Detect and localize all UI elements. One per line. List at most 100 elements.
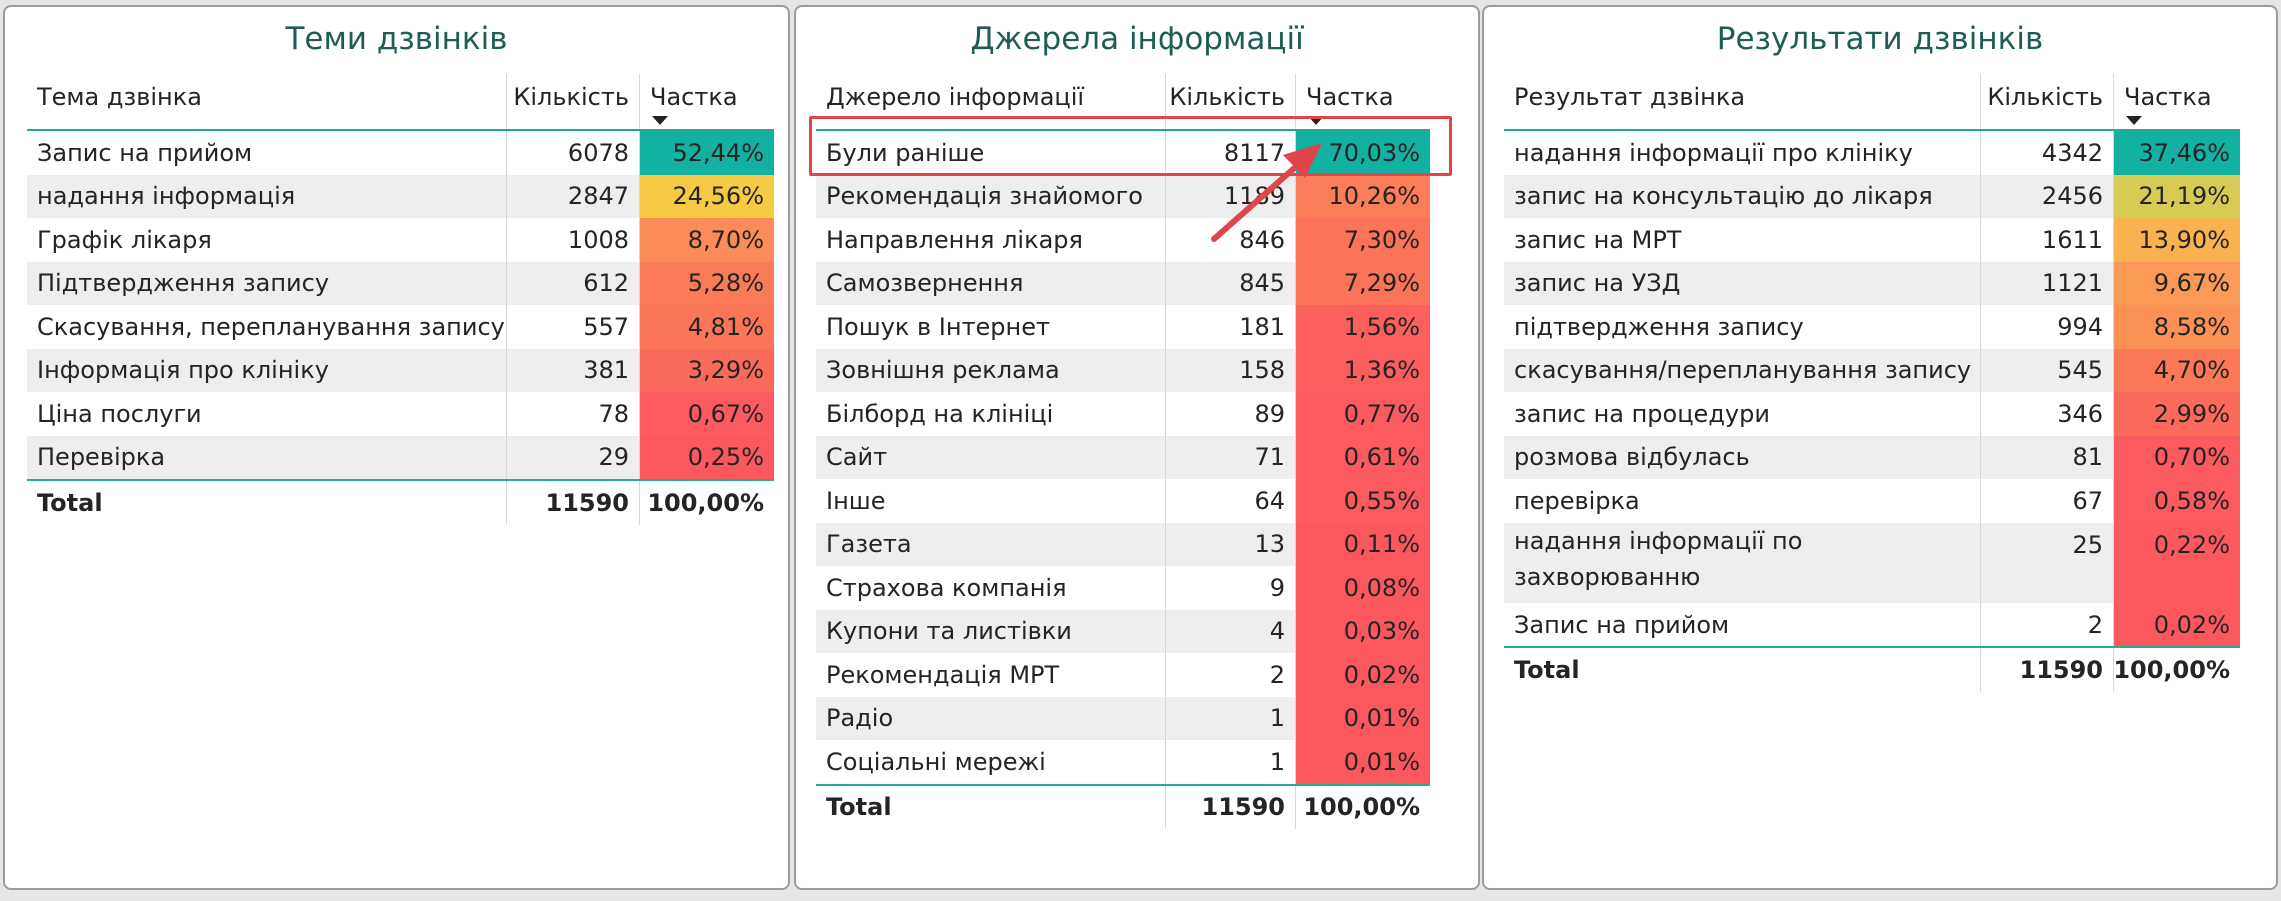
panel-info-sources: Джерела інформації Джерело інформації Кіл… xyxy=(794,5,1480,890)
table-row[interactable]: Інше 64 0,55% xyxy=(816,479,1430,523)
row-count: 845 xyxy=(1166,261,1296,305)
table-row[interactable]: Запис на прийом 6078 52,44% xyxy=(27,131,774,175)
total-share: 100,00% xyxy=(2114,656,2230,685)
table-row[interactable]: Графік лікаря 1008 8,70% xyxy=(27,218,774,262)
row-category: Радіо xyxy=(816,696,1166,740)
table-row[interactable]: Направлення лікаря 846 7,30% xyxy=(816,218,1430,262)
table-row[interactable]: перевірка 67 0,58% xyxy=(1504,479,2240,523)
column-header-share[interactable]: Частка xyxy=(2114,74,2240,129)
row-count: 8117 xyxy=(1166,131,1296,175)
table-row[interactable]: Сайт 71 0,61% xyxy=(816,435,1430,479)
row-count: 545 xyxy=(1981,348,2114,392)
table-row[interactable]: запис на МРТ 1611 13,90% xyxy=(1504,218,2240,262)
row-count: 2847 xyxy=(507,174,640,218)
row-share: 8,58% xyxy=(2114,305,2240,349)
row-share: 52,44% xyxy=(640,131,774,175)
column-header-category[interactable]: Тема дзвінка xyxy=(27,74,507,129)
table-row[interactable]: підтвердження запису 994 8,58% xyxy=(1504,305,2240,349)
row-category: запис на процедури xyxy=(1504,392,1981,436)
row-category: Запис на прийом xyxy=(1504,602,1981,647)
row-category: Скасування, перепланування запису xyxy=(27,305,507,349)
table-row[interactable]: Перевірка 29 0,25% xyxy=(27,435,774,479)
row-share: 4,81% xyxy=(640,305,774,349)
row-count: 2 xyxy=(1166,653,1296,697)
table-row[interactable]: надання інформації про клініку 4342 37,46% xyxy=(1504,131,2240,175)
table-body: надання інформації про клініку 4342 37,46%… xyxy=(1504,131,2240,649)
table-row[interactable]: Ціна послуги 78 0,67% xyxy=(27,392,774,436)
column-header-label: Тема дзвінка xyxy=(37,83,202,111)
column-header-count[interactable]: Кількість xyxy=(507,74,640,129)
row-category: Запис на прийом xyxy=(27,131,507,175)
sort-descending-icon[interactable] xyxy=(652,116,668,125)
row-share: 0,77% xyxy=(1296,392,1430,436)
row-category: Рекомендація МРТ xyxy=(816,653,1166,697)
row-count: 1611 xyxy=(1981,218,2114,262)
row-share: 5,28% xyxy=(640,261,774,305)
row-category: надання інформація xyxy=(27,174,507,218)
column-header-share[interactable]: Частка xyxy=(1296,74,1430,129)
table-row[interactable]: Пошук в Інтернет 181 1,56% xyxy=(816,305,1430,349)
table-row[interactable]: Соціальні мережі 1 0,01% xyxy=(816,740,1430,784)
row-share: 0,08% xyxy=(1296,566,1430,610)
table-row[interactable]: Були раніше 8117 70,03% xyxy=(816,131,1430,175)
total-row: Total 11590 100,00% xyxy=(1504,648,2240,692)
row-count: 67 xyxy=(1981,479,2114,523)
row-share: 0,67% xyxy=(640,392,774,436)
row-count: 13 xyxy=(1166,522,1296,566)
row-share: 3,29% xyxy=(640,348,774,392)
table-row[interactable]: Страхова компанія 9 0,08% xyxy=(816,566,1430,610)
row-count: 89 xyxy=(1166,392,1296,436)
table-row[interactable]: Рекомендація знайомого 1189 10,26% xyxy=(816,174,1430,218)
row-share: 0,03% xyxy=(1296,609,1430,653)
row-count: 557 xyxy=(507,305,640,349)
row-category: Інше xyxy=(816,479,1166,523)
total-count: 11590 xyxy=(507,481,640,525)
row-share: 37,46% xyxy=(2114,131,2240,175)
table-row[interactable]: запис на консультацію до лікаря 2456 21,19… xyxy=(1504,174,2240,218)
total-label: Total xyxy=(27,481,507,525)
table-row[interactable]: Радіо 1 0,01% xyxy=(816,696,1430,740)
row-category: Соціальні мережі xyxy=(816,740,1166,784)
table-row[interactable]: Рекомендація МРТ 2 0,02% xyxy=(816,653,1430,697)
table-row[interactable]: Зовнішня реклама 158 1,36% xyxy=(816,348,1430,392)
row-category: перевірка xyxy=(1504,479,1981,523)
row-count: 71 xyxy=(1166,435,1296,479)
table-row[interactable]: розмова відбулась 81 0,70% xyxy=(1504,435,2240,479)
table-call-results: Результат дзвінка Кількість Частка надання … xyxy=(1504,74,2240,692)
column-header-category[interactable]: Результат дзвінка xyxy=(1504,74,1981,129)
row-category: Були раніше xyxy=(816,131,1166,175)
table-row[interactable]: Самозвернення 845 7,29% xyxy=(816,261,1430,305)
table-row[interactable]: надання інформація 2847 24,56% xyxy=(27,174,774,218)
row-category: Підтвердження запису xyxy=(27,261,507,305)
row-category: Перевірка xyxy=(27,435,507,479)
row-share: 10,26% xyxy=(1296,174,1430,218)
row-category: Страхова компанія xyxy=(816,566,1166,610)
row-count: 6078 xyxy=(507,131,640,175)
table-row[interactable]: Скасування, перепланування запису 557 4,81… xyxy=(27,305,774,349)
row-category: Купони та листівки xyxy=(816,609,1166,653)
table-header: Результат дзвінка Кількість Частка xyxy=(1504,74,2240,131)
table-row[interactable]: скасування/перепланування запису 545 4,70% xyxy=(1504,348,2240,392)
table-row[interactable]: запис на УЗД 1121 9,67% xyxy=(1504,261,2240,305)
column-header-share[interactable]: Частка xyxy=(640,74,774,129)
row-count: 181 xyxy=(1166,305,1296,349)
row-category: Самозвернення xyxy=(816,261,1166,305)
table-row[interactable]: Білборд на клініці 89 0,77% xyxy=(816,392,1430,436)
column-header-label: Частка xyxy=(2124,83,2212,111)
table-row[interactable]: Підтвердження запису 612 5,28% xyxy=(27,261,774,305)
column-header-count[interactable]: Кількість xyxy=(1981,74,2114,129)
column-header-category[interactable]: Джерело інформації xyxy=(816,74,1166,129)
row-category: Зовнішня реклама xyxy=(816,348,1166,392)
row-share: 24,56% xyxy=(640,174,774,218)
sort-descending-icon[interactable] xyxy=(2126,116,2142,125)
sort-descending-icon[interactable] xyxy=(1308,116,1324,125)
table-row[interactable]: запис на процедури 346 2,99% xyxy=(1504,392,2240,436)
table-row[interactable]: надання інформації по захворюванню 25 0,22… xyxy=(1504,522,2240,603)
column-header-count[interactable]: Кількість xyxy=(1166,74,1296,129)
row-count: 1189 xyxy=(1166,174,1296,218)
table-row[interactable]: Купони та листівки 4 0,03% xyxy=(816,609,1430,653)
table-row[interactable]: Газета 13 0,11% xyxy=(816,522,1430,566)
table-row[interactable]: Запис на прийом 2 0,02% xyxy=(1504,602,2240,647)
table-body: Були раніше 8117 70,03% Рекомендація знайом… xyxy=(816,131,1430,786)
table-row[interactable]: Інформація про клініку 381 3,29% xyxy=(27,348,774,392)
